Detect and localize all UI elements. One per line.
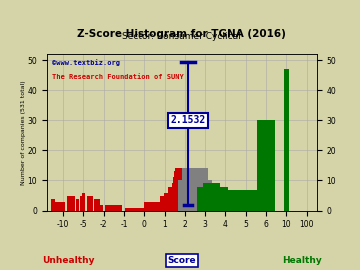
Bar <box>227 195 244 211</box>
Bar <box>105 205 122 211</box>
Bar <box>55 202 59 211</box>
Bar <box>72 195 75 211</box>
Bar <box>245 195 262 211</box>
Bar <box>201 190 218 211</box>
Bar <box>209 193 226 211</box>
Bar <box>211 187 228 211</box>
Bar <box>182 168 199 211</box>
Bar <box>243 193 261 211</box>
Bar <box>160 195 177 211</box>
Bar <box>219 193 236 211</box>
Bar <box>235 195 252 211</box>
Text: Sector: Consumer Cyclical: Sector: Consumer Cyclical <box>122 32 241 41</box>
Bar <box>156 205 173 211</box>
Bar <box>239 193 256 211</box>
Bar <box>203 184 220 211</box>
Bar <box>237 195 255 211</box>
Bar <box>194 180 212 211</box>
Text: ©www.textbiz.org: ©www.textbiz.org <box>52 59 120 66</box>
Bar <box>207 190 224 211</box>
Bar <box>172 184 189 211</box>
Bar <box>221 195 238 211</box>
Text: Healthy: Healthy <box>283 256 322 265</box>
Bar <box>164 193 181 211</box>
Bar <box>126 208 143 211</box>
Bar <box>184 177 202 211</box>
Text: 2.1532: 2.1532 <box>170 115 206 125</box>
Bar <box>173 177 190 211</box>
Bar <box>67 195 71 211</box>
Bar <box>152 205 169 211</box>
Bar <box>225 190 242 211</box>
Bar <box>51 198 55 211</box>
Bar <box>94 198 100 211</box>
Bar <box>87 195 93 211</box>
Bar <box>247 190 265 211</box>
Bar <box>178 180 195 211</box>
Bar <box>175 168 193 211</box>
Bar <box>82 193 85 211</box>
Title: Z-Score Histogram for TGNA (2016): Z-Score Histogram for TGNA (2016) <box>77 29 286 39</box>
Text: The Research Foundation of SUNY: The Research Foundation of SUNY <box>52 74 184 80</box>
Bar <box>204 193 222 211</box>
Bar <box>168 187 185 211</box>
Bar <box>76 198 79 211</box>
Bar <box>213 190 230 211</box>
Bar <box>190 168 208 211</box>
Y-axis label: Number of companies (531 total): Number of companies (531 total) <box>21 80 26 185</box>
Bar <box>217 193 234 211</box>
Bar <box>197 187 214 211</box>
Bar <box>215 190 232 211</box>
Bar <box>233 190 250 211</box>
Bar <box>257 120 275 211</box>
Bar <box>98 205 103 211</box>
Bar <box>174 171 192 211</box>
Bar <box>199 190 216 211</box>
Bar <box>148 205 165 211</box>
Bar <box>144 202 161 211</box>
Bar <box>140 208 157 211</box>
Bar <box>176 171 193 211</box>
Text: Unhealthy: Unhealthy <box>42 256 95 265</box>
Bar <box>186 180 204 211</box>
Bar <box>193 180 210 211</box>
Bar <box>59 202 63 211</box>
Bar <box>284 69 288 211</box>
Text: Score: Score <box>167 256 196 265</box>
Bar <box>61 202 65 211</box>
Bar <box>231 195 248 211</box>
Bar <box>188 177 206 211</box>
Bar <box>241 195 258 211</box>
Bar <box>223 195 240 211</box>
Bar <box>229 195 246 211</box>
Bar <box>80 195 83 211</box>
Bar <box>180 187 198 211</box>
